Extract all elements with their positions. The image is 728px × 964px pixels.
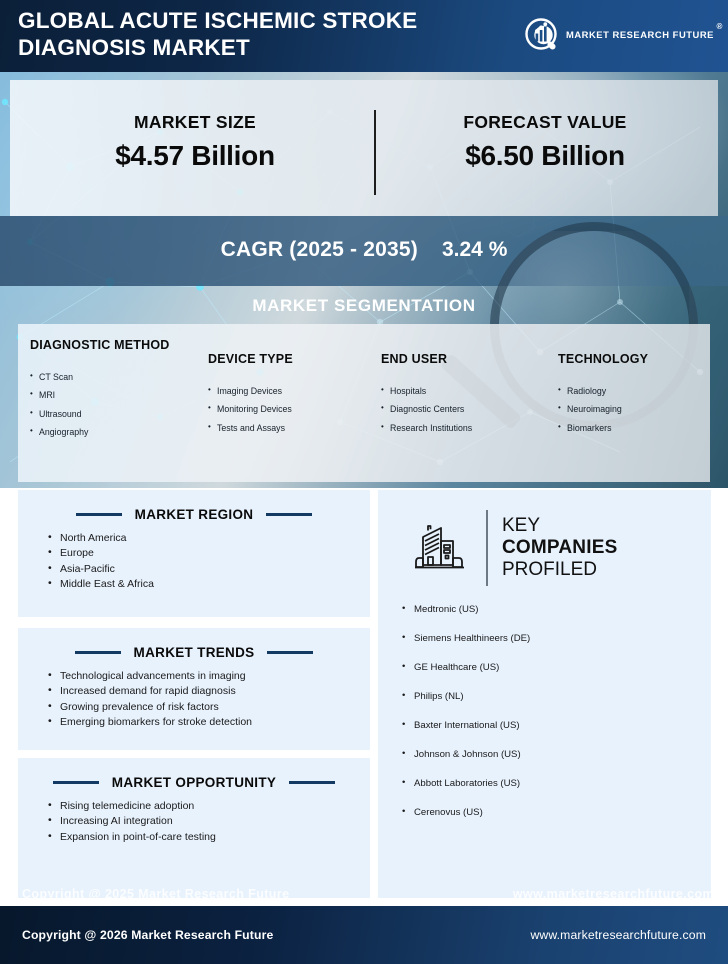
- market-size-label: MARKET SIZE: [134, 112, 256, 132]
- cagr-label: CAGR (2025 - 2035): [220, 238, 418, 261]
- market-trends-list: Technological advancements in imaging In…: [18, 668, 370, 730]
- cagr-value: 3.24 %: [441, 238, 508, 261]
- list-item: Middle East & Africa: [48, 576, 370, 592]
- list-item: Growing prevalence of risk factors: [48, 699, 370, 715]
- key-companies-heading: KEY COMPANIES PROFILED: [378, 490, 711, 586]
- list-item: Baxter International (US): [402, 719, 711, 731]
- list-item: Emerging biomarkers for stroke detection: [48, 714, 370, 730]
- list-item: Philips (NL): [402, 690, 711, 702]
- brand-logo: MARKET RESEARCH FUTURE ®: [523, 16, 722, 52]
- list-item: Abbott Laboratories (US): [402, 777, 711, 789]
- rule-left: [52, 781, 99, 784]
- segment-column-technology: TECHNOLOGY Radiology Neuroimaging Biomar…: [558, 338, 703, 441]
- page-header: GLOBAL ACUTE ISCHEMIC STROKE DIAGNOSIS M…: [0, 0, 728, 72]
- list-item: Increasing AI integration: [48, 813, 370, 829]
- office-building-icon: [408, 517, 470, 579]
- brand-logo-text: MARKET RESEARCH FUTURE ®: [565, 22, 722, 40]
- list-item: Technological advancements in imaging: [48, 668, 370, 684]
- footer-website-link[interactable]: www.marketresearchfuture.com: [530, 928, 706, 942]
- rule-right: [289, 781, 336, 784]
- brand-logo-label: MARKET RESEARCH FUTURE: [565, 28, 714, 40]
- segment-item: MRI: [30, 389, 205, 400]
- heading-line-companies: COMPANIES: [502, 536, 618, 558]
- watermark-copyright: Copyright @ 2025 Market Research Future: [22, 887, 290, 901]
- market-opportunity-list: Rising telemedicine adoption Increasing …: [18, 798, 370, 845]
- segment-items: Imaging Devices Monitoring Devices Tests…: [208, 385, 373, 433]
- segment-title: DIAGNOSTIC METHOD: [30, 338, 170, 352]
- market-size-kpi: MARKET SIZE $4.57 Billion: [50, 112, 340, 172]
- rule-right: [267, 651, 314, 654]
- rule-left: [75, 513, 122, 516]
- segment-item: Ultrasound: [30, 408, 205, 419]
- footer-copyright: Copyright @ 2026 Market Research Future: [22, 928, 274, 942]
- list-item: Europe: [48, 545, 370, 561]
- segment-title: TECHNOLOGY: [558, 352, 649, 366]
- market-trends-title: MARKET TRENDS: [133, 645, 255, 660]
- heading-line-key: KEY: [502, 514, 541, 536]
- list-item: Asia-Pacific: [48, 561, 370, 577]
- list-item: GE Healthcare (US): [402, 661, 711, 673]
- list-item: Medtronic (US): [402, 603, 711, 615]
- segment-item: Research Institutions: [381, 422, 546, 433]
- segment-item: Angiography: [30, 426, 205, 437]
- segment-column-device-type: DEVICE TYPE Imaging Devices Monitoring D…: [208, 338, 373, 441]
- segment-title: END USER: [381, 352, 448, 366]
- market-segmentation-panel: DIAGNOSTIC METHOD CT Scan MRI Ultrasound…: [18, 324, 710, 482]
- segment-item: Radiology: [558, 385, 703, 396]
- list-item: Increased demand for rapid diagnosis: [48, 683, 370, 699]
- segment-title: DEVICE TYPE: [208, 352, 293, 366]
- list-item: Johnson & Johnson (US): [402, 748, 711, 760]
- market-opportunity-title-row: MARKET OPPORTUNITY: [18, 775, 370, 790]
- list-item: Expansion in point-of-care testing: [48, 829, 370, 845]
- segment-item: Monitoring Devices: [208, 403, 373, 414]
- cagr-strip: CAGR (2025 - 2035) 3.24 %: [0, 224, 728, 276]
- kpi-divider: [374, 110, 376, 195]
- list-item: Cerenovus (US): [402, 806, 711, 818]
- segment-item: Hospitals: [381, 385, 546, 396]
- segment-item: Neuroimaging: [558, 403, 703, 414]
- segment-item: Imaging Devices: [208, 385, 373, 396]
- list-item: Siemens Healthineers (DE): [402, 632, 711, 644]
- segment-column-diagnostic-method: DIAGNOSTIC METHOD CT Scan MRI Ultrasound…: [30, 338, 205, 446]
- market-region-list: North America Europe Asia-Pacific Middle…: [18, 530, 370, 592]
- page-title: GLOBAL ACUTE ISCHEMIC STROKE DIAGNOSIS M…: [18, 8, 418, 60]
- heading-divider: [486, 510, 488, 586]
- hero-section: MARKET SIZE $4.57 Billion FORECAST VALUE…: [0, 72, 728, 488]
- market-size-value: $4.57 Billion: [115, 140, 275, 171]
- heading-line-profiled: PROFILED: [502, 559, 598, 581]
- segment-item: Diagnostic Centers: [381, 403, 546, 414]
- segment-items: Radiology Neuroimaging Biomarkers: [558, 385, 703, 433]
- segment-items: CT Scan MRI Ultrasound Angiography: [30, 371, 205, 438]
- market-trends-title-row: MARKET TRENDS: [18, 645, 370, 660]
- rule-right: [266, 513, 313, 516]
- segment-item: Biomarkers: [558, 422, 703, 433]
- market-opportunity-title: MARKET OPPORTUNITY: [111, 775, 277, 790]
- magnifier-chart-logo-icon: [523, 16, 559, 52]
- list-item: North America: [48, 530, 370, 546]
- forecast-value-kpi: FORECAST VALUE $6.50 Billion: [385, 112, 705, 172]
- market-opportunity-card: MARKET OPPORTUNITY Rising telemedicine a…: [18, 758, 370, 898]
- watermark-website: www.marketresearchfuture.com: [512, 887, 714, 901]
- market-region-title: MARKET REGION: [134, 507, 254, 522]
- segment-items: Hospitals Diagnostic Centers Research In…: [381, 385, 546, 433]
- rule-left: [74, 651, 121, 654]
- list-item: Rising telemedicine adoption: [48, 798, 370, 814]
- page-footer: Copyright @ 2026 Market Research Future …: [0, 906, 728, 964]
- segment-item: Tests and Assays: [208, 422, 373, 433]
- key-companies-words: KEY COMPANIES PROFILED: [502, 515, 617, 581]
- market-region-title-row: MARKET REGION: [18, 507, 370, 522]
- market-trends-card: MARKET TRENDS Technological advancements…: [18, 628, 370, 750]
- key-companies-card: KEY COMPANIES PROFILED Medtronic (US) Si…: [378, 490, 711, 898]
- segment-item: CT Scan: [30, 371, 205, 382]
- key-companies-list: Medtronic (US) Siemens Healthineers (DE)…: [378, 603, 711, 818]
- kpi-panel: MARKET SIZE $4.57 Billion FORECAST VALUE…: [10, 80, 718, 216]
- market-segmentation-title: MARKET SEGMENTATION: [252, 296, 476, 315]
- segment-column-end-user: END USER Hospitals Diagnostic Centers Re…: [381, 338, 546, 441]
- registered-trademark-icon: ®: [716, 21, 723, 31]
- forecast-value-value: $6.50 Billion: [465, 140, 625, 171]
- forecast-value-label: FORECAST VALUE: [463, 112, 627, 132]
- market-region-card: MARKET REGION North America Europe Asia-…: [18, 490, 370, 617]
